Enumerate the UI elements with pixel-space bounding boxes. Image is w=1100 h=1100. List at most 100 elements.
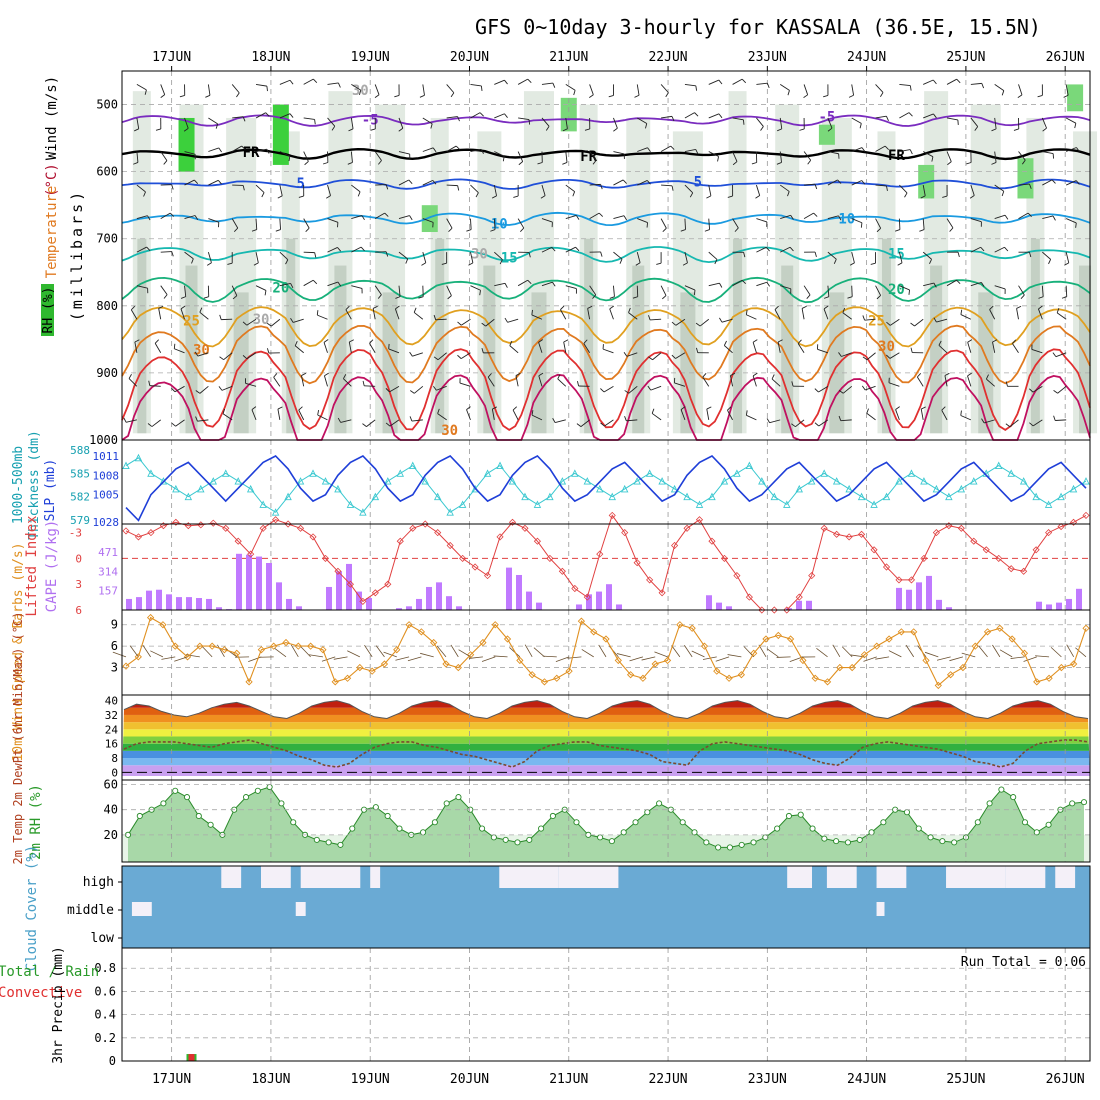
- thickness-point: [608, 492, 616, 501]
- slp-tick-label: 1008: [93, 469, 120, 482]
- temp-max-line: [123, 700, 1089, 720]
- wind-barb-staff: [708, 79, 720, 85]
- wind-barb-staff: [273, 377, 281, 387]
- rh-point: [927, 834, 934, 841]
- wind-barb-staff: [889, 352, 900, 359]
- wind-barb-flag: [932, 79, 937, 85]
- wind-barb-flag: [551, 247, 556, 252]
- wind-barb-staff: [746, 414, 757, 421]
- wind-barb-staff: [494, 151, 505, 157]
- wind-barb-staff: [967, 342, 972, 353]
- thickness-point: [433, 492, 442, 501]
- wind-barb-flag: [409, 416, 413, 422]
- top-date-label: 25JUN: [946, 50, 985, 65]
- wind-barb-staff: [149, 385, 161, 387]
- wind-barb-flag: [481, 322, 486, 327]
- wind-barb-flag: [956, 279, 961, 285]
- wind-barb-staff: [628, 385, 638, 394]
- wind-barb-staff: [351, 184, 361, 193]
- wind-barb-flag: [370, 128, 376, 131]
- wind10m-barb: [150, 650, 164, 658]
- rh-point: [455, 794, 462, 801]
- wind-speed-point: [651, 660, 659, 668]
- cloud-ylabel: Cloud Cover (%): [24, 845, 40, 971]
- wind-barb-flag: [133, 128, 139, 132]
- wind-speed-point: [786, 635, 795, 643]
- wind-barb-staff: [208, 218, 219, 223]
- rh-point: [172, 787, 179, 794]
- cape-bar: [1066, 598, 1072, 610]
- wind-barb-staff: [1018, 151, 1026, 161]
- wind-barb-flag: [799, 128, 805, 131]
- wind10m-barb: [217, 644, 225, 658]
- wind10m-barb: [715, 656, 730, 662]
- wind-barb-staff: [983, 419, 995, 424]
- temp-tick-label: 0: [111, 766, 118, 779]
- wind-barb-staff: [1066, 147, 1077, 152]
- cloud-high-gap: [1055, 866, 1076, 888]
- li-point: [845, 533, 853, 541]
- wind-barb-staff: [151, 419, 161, 427]
- precip-tick-label: 0.6: [94, 984, 116, 998]
- wind-barb-flag: [277, 406, 283, 410]
- wind-speed-point: [774, 631, 782, 640]
- wind-barb-staff: [563, 341, 567, 353]
- wind10m-barb: [671, 645, 681, 658]
- rh-point: [372, 804, 379, 811]
- rh-line: [127, 786, 1085, 848]
- temp-contour-label: 30: [441, 423, 458, 439]
- wind-barb-flag: [331, 125, 336, 131]
- wind-barb-flag: [1053, 415, 1056, 421]
- wind-barb-flag: [886, 116, 889, 121]
- wind-barb-staff: [899, 184, 908, 194]
- rh-point: [1021, 819, 1029, 826]
- wind-barb-staff: [827, 251, 837, 260]
- wind-speed-point: [1082, 624, 1090, 632]
- wind-barb-staff: [565, 117, 568, 129]
- rh-point: [750, 839, 757, 846]
- wind10m-barb: [225, 648, 238, 658]
- wind-barb-flag: [967, 372, 972, 377]
- wind-barb-staff: [708, 151, 719, 157]
- wind-speed-point: [1070, 660, 1078, 668]
- rh-point: [325, 839, 332, 846]
- rh-point: [1045, 821, 1052, 828]
- wind-barb-staff: [541, 117, 550, 127]
- precip-tick-label: 0: [109, 1054, 116, 1068]
- wind-barb-flag: [169, 212, 175, 217]
- rh-point: [313, 836, 320, 843]
- wind10m-barb: [924, 651, 939, 658]
- wind-barb-staff: [650, 385, 662, 391]
- wind-barb-staff: [684, 285, 696, 291]
- rh-point: [785, 812, 792, 820]
- wind-barb-staff: [823, 308, 829, 320]
- wind-barb-flag: [823, 296, 829, 299]
- wind-barb-staff: [231, 218, 239, 229]
- wind-barb-staff: [422, 147, 434, 152]
- wind-barb-staff: [779, 117, 783, 129]
- cape-bar: [906, 589, 912, 610]
- wind-barb-flag: [1013, 128, 1019, 131]
- wind10m-barb: [493, 655, 508, 658]
- li-point: [558, 567, 566, 575]
- wind-barb-flag: [395, 296, 401, 299]
- wind-barb-staff: [895, 409, 900, 421]
- thickness-point: [521, 492, 529, 501]
- cloud-tick-label: middle: [67, 903, 114, 918]
- wind-barb-flag: [266, 148, 270, 154]
- temp-contour-label: 25: [183, 314, 200, 330]
- thickness-point: [1019, 477, 1028, 485]
- wind-barb-flag: [801, 305, 807, 309]
- wind-barb-staff: [374, 151, 382, 161]
- wind10m-barb: [395, 656, 410, 661]
- wind10m-barb: [598, 644, 607, 658]
- wind-barb-flag: [695, 322, 701, 327]
- wind-barb-staff: [303, 78, 314, 85]
- wind-barb-flag: [134, 339, 140, 343]
- wind10m-barb: [978, 645, 988, 658]
- wind-barb-staff: [413, 312, 424, 320]
- wind-barb-flag: [562, 162, 568, 165]
- wind-barb-flag: [265, 112, 270, 117]
- wind10m-barb: [949, 656, 964, 662]
- wind-barb-flag: [219, 314, 222, 320]
